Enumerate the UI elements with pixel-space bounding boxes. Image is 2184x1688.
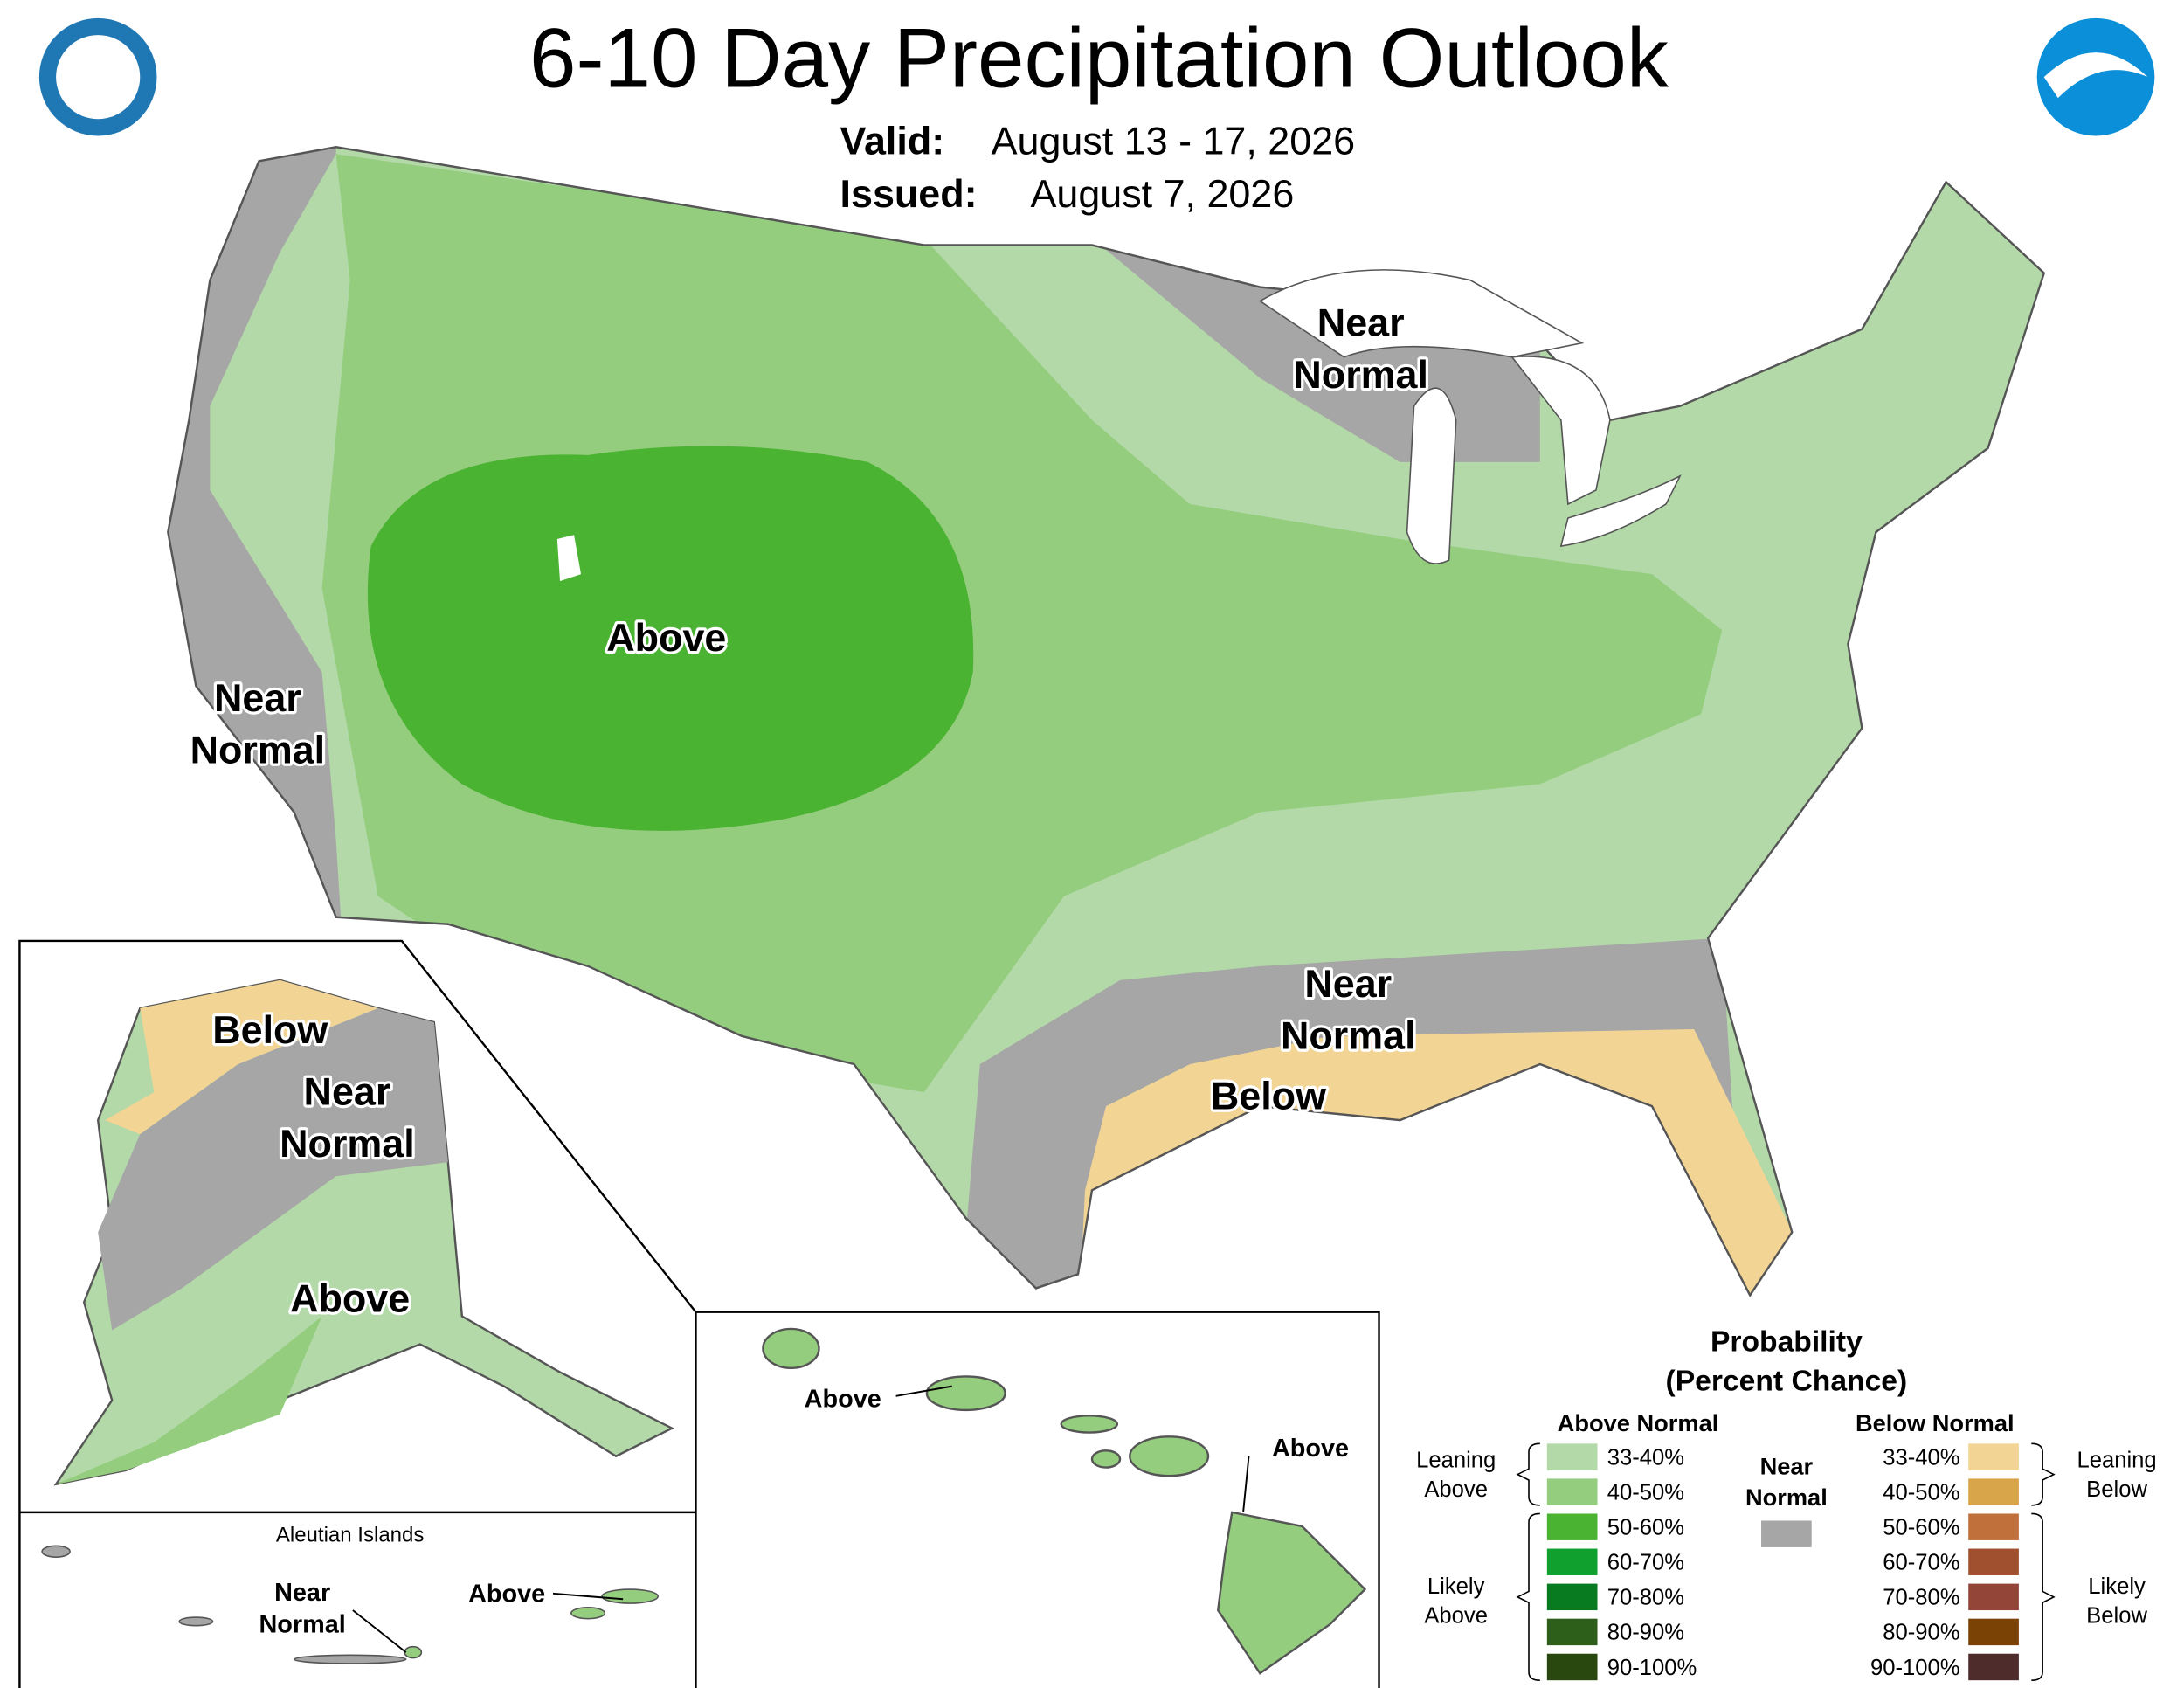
legend-swatch (1546, 1478, 1598, 1505)
map-labels: Near Normal Above Near Normal Near Normal Below… (187, 297, 1431, 1639)
legend-label: 40-50% (1607, 1480, 1684, 1505)
region-label: Near (304, 1069, 391, 1113)
hawaii (762, 1327, 1367, 1675)
legend-swatch (1968, 1548, 2019, 1575)
legend-label: 70-80% (1607, 1586, 1684, 1610)
legend-label: 90-100% (1607, 1656, 1697, 1680)
legend-label: 60-70% (1883, 1551, 1959, 1575)
legend-swatch (1968, 1583, 2019, 1611)
legend-side-label: Leaning (1416, 1449, 1496, 1473)
alaska-peninsula (56, 1316, 322, 1484)
legend-swatch (1546, 1513, 1598, 1540)
legend-swatch (1968, 1478, 2019, 1505)
region-label: Normal (259, 1611, 345, 1639)
region-label: Near (274, 1579, 330, 1607)
leader-lines (352, 1385, 1250, 1653)
aleutians (404, 1588, 660, 1659)
legend-side-label: Leaning (2077, 1449, 2156, 1473)
legend-label: 90-100% (1870, 1656, 1960, 1680)
noaa-gull (2043, 52, 2148, 99)
region-label: Below (212, 1007, 328, 1052)
region-label: Normal (280, 1121, 415, 1166)
legend-brace (1516, 1512, 1540, 1681)
region-label: Above (805, 1386, 881, 1414)
alaska-below (105, 979, 378, 1135)
legend-swatch (1546, 1653, 1598, 1681)
legend-label: 50-60% (1607, 1516, 1684, 1540)
legend-brace (2031, 1512, 2056, 1681)
title: 6-10 Day Precipitation Outlook (529, 11, 1669, 105)
legend-title: (Percent Chance) (1666, 1365, 1908, 1397)
legend-label: 70-80% (1883, 1586, 1959, 1610)
great-salt-lake (556, 535, 582, 582)
legend-swatch (1546, 1583, 1598, 1611)
legend-header: Below Normal (1856, 1409, 2015, 1436)
legend-label: 33-40% (1883, 1445, 1959, 1470)
conus-border (167, 146, 2046, 1297)
valid-label: Valid: (840, 118, 945, 163)
legend-side-label: Below (2086, 1603, 2147, 1628)
aleutians-west (41, 1545, 407, 1664)
legend-near-label: Near (1760, 1453, 1814, 1480)
zone-below (1077, 1028, 1807, 1296)
region-label: Above (606, 615, 726, 660)
alaska-near-normal (98, 1007, 448, 1331)
legend-side-label: Above (1424, 1477, 1488, 1502)
region-label: Normal (190, 727, 326, 771)
region-label: Normal (1293, 352, 1428, 397)
legend-near-label: Normal (1745, 1484, 1828, 1511)
legend-side-label: Likely (2088, 1574, 2146, 1599)
legend-swatch (1546, 1618, 1598, 1646)
region-label: Near (214, 675, 301, 720)
valid-date: August 13 - 17, 2026 (992, 118, 1356, 163)
region-label: Near (1317, 301, 1405, 345)
legend-side-label: Below (2086, 1477, 2147, 1502)
legend-brace (1516, 1442, 1540, 1506)
inset-frames (18, 939, 1380, 1688)
legend-label: 40-50% (1883, 1480, 1959, 1505)
legend-swatch (1761, 1520, 1812, 1547)
legend-swatch (1968, 1513, 2019, 1540)
zone-above-40 (321, 154, 1723, 1093)
inset-title: Aleutian Islands (276, 1524, 425, 1547)
legend-swatch (1546, 1548, 1598, 1575)
legend-swatch (1968, 1443, 2019, 1470)
commerce-seal-inner (56, 35, 141, 120)
legend-header: Above Normal (1558, 1409, 1719, 1436)
great-lakes (1258, 269, 1682, 564)
legend-label: 33-40% (1607, 1445, 1684, 1470)
legend-side-label: Likely (1427, 1574, 1485, 1599)
region-label: Below (1211, 1073, 1326, 1117)
legend-swatch (1546, 1443, 1598, 1470)
legend-brace (2031, 1442, 2056, 1506)
region-label: Above (1272, 1435, 1349, 1463)
legend-label: 50-60% (1883, 1516, 1959, 1540)
issued-date: August 7, 2026 (1030, 171, 1294, 216)
legend-side-label: Above (1424, 1603, 1488, 1628)
legend-label: 60-70% (1607, 1551, 1684, 1575)
legend-label: 80-90% (1607, 1621, 1684, 1645)
region-label: Above (468, 1580, 545, 1608)
legend-swatch (1968, 1653, 2019, 1681)
legend-swatch (1968, 1618, 2019, 1646)
noaa-logo (2036, 17, 2155, 136)
region-label: Above (290, 1276, 410, 1321)
issued-label: Issued: (840, 171, 978, 216)
legend: Probability (Percent Chance) Above Normal B… (1416, 1326, 2157, 1681)
zone-above-50 (367, 446, 974, 831)
region-label: Normal (1281, 1013, 1416, 1057)
region-label: Near (1304, 961, 1392, 1006)
legend-title: Probability (1711, 1326, 1863, 1359)
legend-label: 80-90% (1883, 1621, 1959, 1645)
